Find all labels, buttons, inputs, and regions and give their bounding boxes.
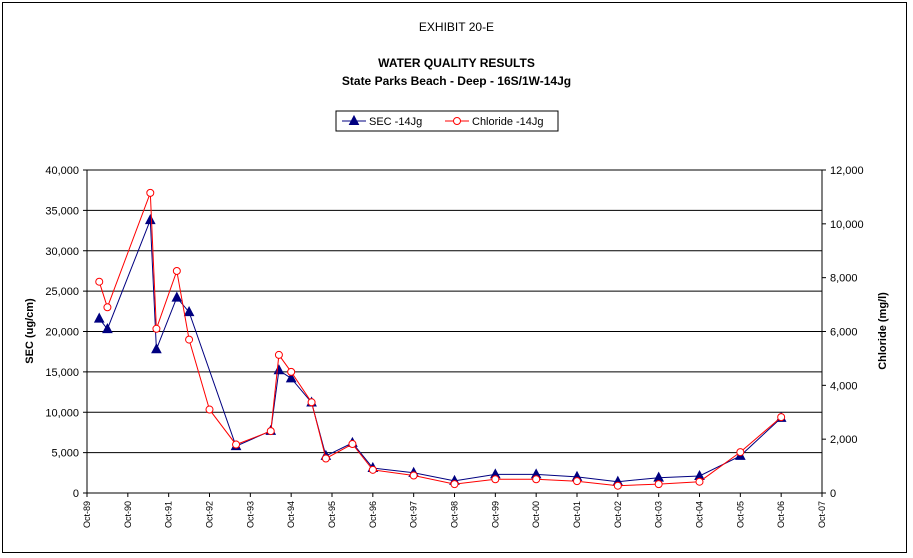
right-tick-label: 4,000 <box>830 380 858 392</box>
chloride-data-point <box>654 480 663 489</box>
x-tick-label: Oct-97 <box>409 501 419 528</box>
left-tick-label: 30,000 <box>45 246 79 258</box>
chloride-data-point <box>172 266 181 275</box>
right-axis-label: Chloride (mg/l) <box>877 292 889 370</box>
chloride-data-point <box>695 477 704 486</box>
x-tick-label: Oct-92 <box>205 501 215 528</box>
left-axis-ticks: 0 5,000 10,000 15,000 20,000 25,000 30,000 35,0… <box>45 165 87 500</box>
chloride-data-point <box>266 427 275 436</box>
x-tick-label: Oct-93 <box>245 501 255 528</box>
chloride-data-point <box>307 398 316 407</box>
chloride-data-point <box>450 480 459 489</box>
x-tick-label: Oct-03 <box>654 501 664 528</box>
series-layer <box>93 188 787 490</box>
chloride-data-point <box>368 465 377 474</box>
gridlines <box>87 169 822 454</box>
left-tick-label: 0 <box>73 488 79 500</box>
series-line-chloride <box>98 192 782 487</box>
chloride-data-point <box>152 324 161 333</box>
chloride-data-point <box>146 188 155 197</box>
sec-data-point <box>653 471 664 482</box>
x-tick-label: Oct-89 <box>82 501 92 528</box>
chloride-data-point <box>491 475 500 484</box>
left-tick-label: 35,000 <box>45 205 79 217</box>
x-tick-label: Oct-06 <box>776 501 786 528</box>
chloride-data-point <box>232 440 241 449</box>
x-tick-label: Oct-94 <box>286 501 296 528</box>
left-tick-label: 40,000 <box>45 165 79 177</box>
chloride-data-point <box>274 350 283 359</box>
legend-sec-label: SEC -14Jg <box>369 116 422 128</box>
chloride-data-point <box>573 477 581 486</box>
right-tick-label: 2,000 <box>830 434 858 446</box>
sec-data-point <box>273 364 285 375</box>
chloride-data-point <box>103 303 112 312</box>
left-tick-label: 5,000 <box>51 448 79 460</box>
sec-data-point <box>183 306 195 317</box>
right-tick-label: 8,000 <box>830 273 858 285</box>
chart-title: WATER QUALITY RESULTS <box>378 56 535 70</box>
x-axis-ticks: Oct-89 Oct-90 Oct-91 Oct-92 Oct-93 Oct-94 Oct-… <box>82 493 827 528</box>
left-axis-label: SEC (ug/cm) <box>24 298 36 364</box>
x-tick-label: Oct-99 <box>490 501 500 528</box>
right-tick-label: 0 <box>830 488 836 500</box>
x-tick-label: Oct-90 <box>123 501 133 528</box>
sec-data-point <box>171 291 183 302</box>
chloride-data-point <box>409 471 418 480</box>
sec-data-point <box>102 323 113 334</box>
left-tick-label: 15,000 <box>45 367 79 379</box>
x-tick-label: Oct-05 <box>735 501 745 528</box>
legend-sec-triangle-icon <box>348 114 360 125</box>
legend-chloride-label: Chloride -14Jg <box>472 116 544 128</box>
x-tick-label: Oct-95 <box>327 501 337 528</box>
exhibit-label: EXHIBIT 20-E <box>418 20 495 34</box>
sec-data-point <box>285 372 297 383</box>
chloride-data-point <box>777 413 786 422</box>
right-axis-ticks: 0 2,000 4,000 6,000 8,000 10,000 12,000 <box>822 165 864 500</box>
left-tick-label: 25,000 <box>45 286 79 298</box>
chloride-data-point <box>321 454 330 463</box>
x-tick-label: Oct-96 <box>368 501 378 528</box>
chloride-data-point <box>205 405 214 414</box>
x-tick-label: Oct-07 <box>817 501 827 528</box>
legend: SEC -14Jg Chloride -14Jg <box>335 110 559 132</box>
left-tick-label: 20,000 <box>45 327 79 339</box>
right-tick-label: 12,000 <box>830 165 864 177</box>
sec-data-point <box>151 343 162 354</box>
chloride-data-point <box>95 277 104 286</box>
x-tick-label: Oct-02 <box>613 501 623 528</box>
chloride-data-point <box>532 475 541 484</box>
x-tick-label: Oct-98 <box>450 501 460 528</box>
left-tick-label: 10,000 <box>45 407 79 419</box>
legend-chloride-circle-icon <box>453 117 461 125</box>
x-tick-label: Oct-01 <box>572 501 582 528</box>
series-line-sec <box>98 219 782 483</box>
x-tick-label: Oct-00 <box>531 501 541 528</box>
sec-data-point <box>93 312 105 323</box>
right-tick-label: 10,000 <box>830 219 864 231</box>
x-tick-label: Oct-04 <box>695 501 705 528</box>
sec-data-point <box>144 213 156 225</box>
chloride-data-point <box>287 367 296 376</box>
chloride-data-point <box>736 448 745 457</box>
x-tick-label: Oct-91 <box>164 501 174 528</box>
chloride-data-point <box>185 335 194 344</box>
right-tick-label: 6,000 <box>830 327 858 339</box>
chloride-data-point <box>613 481 622 490</box>
chart-subtitle: State Parks Beach - Deep - 16S/1W-14Jg <box>341 74 572 88</box>
chloride-data-point <box>348 440 357 449</box>
